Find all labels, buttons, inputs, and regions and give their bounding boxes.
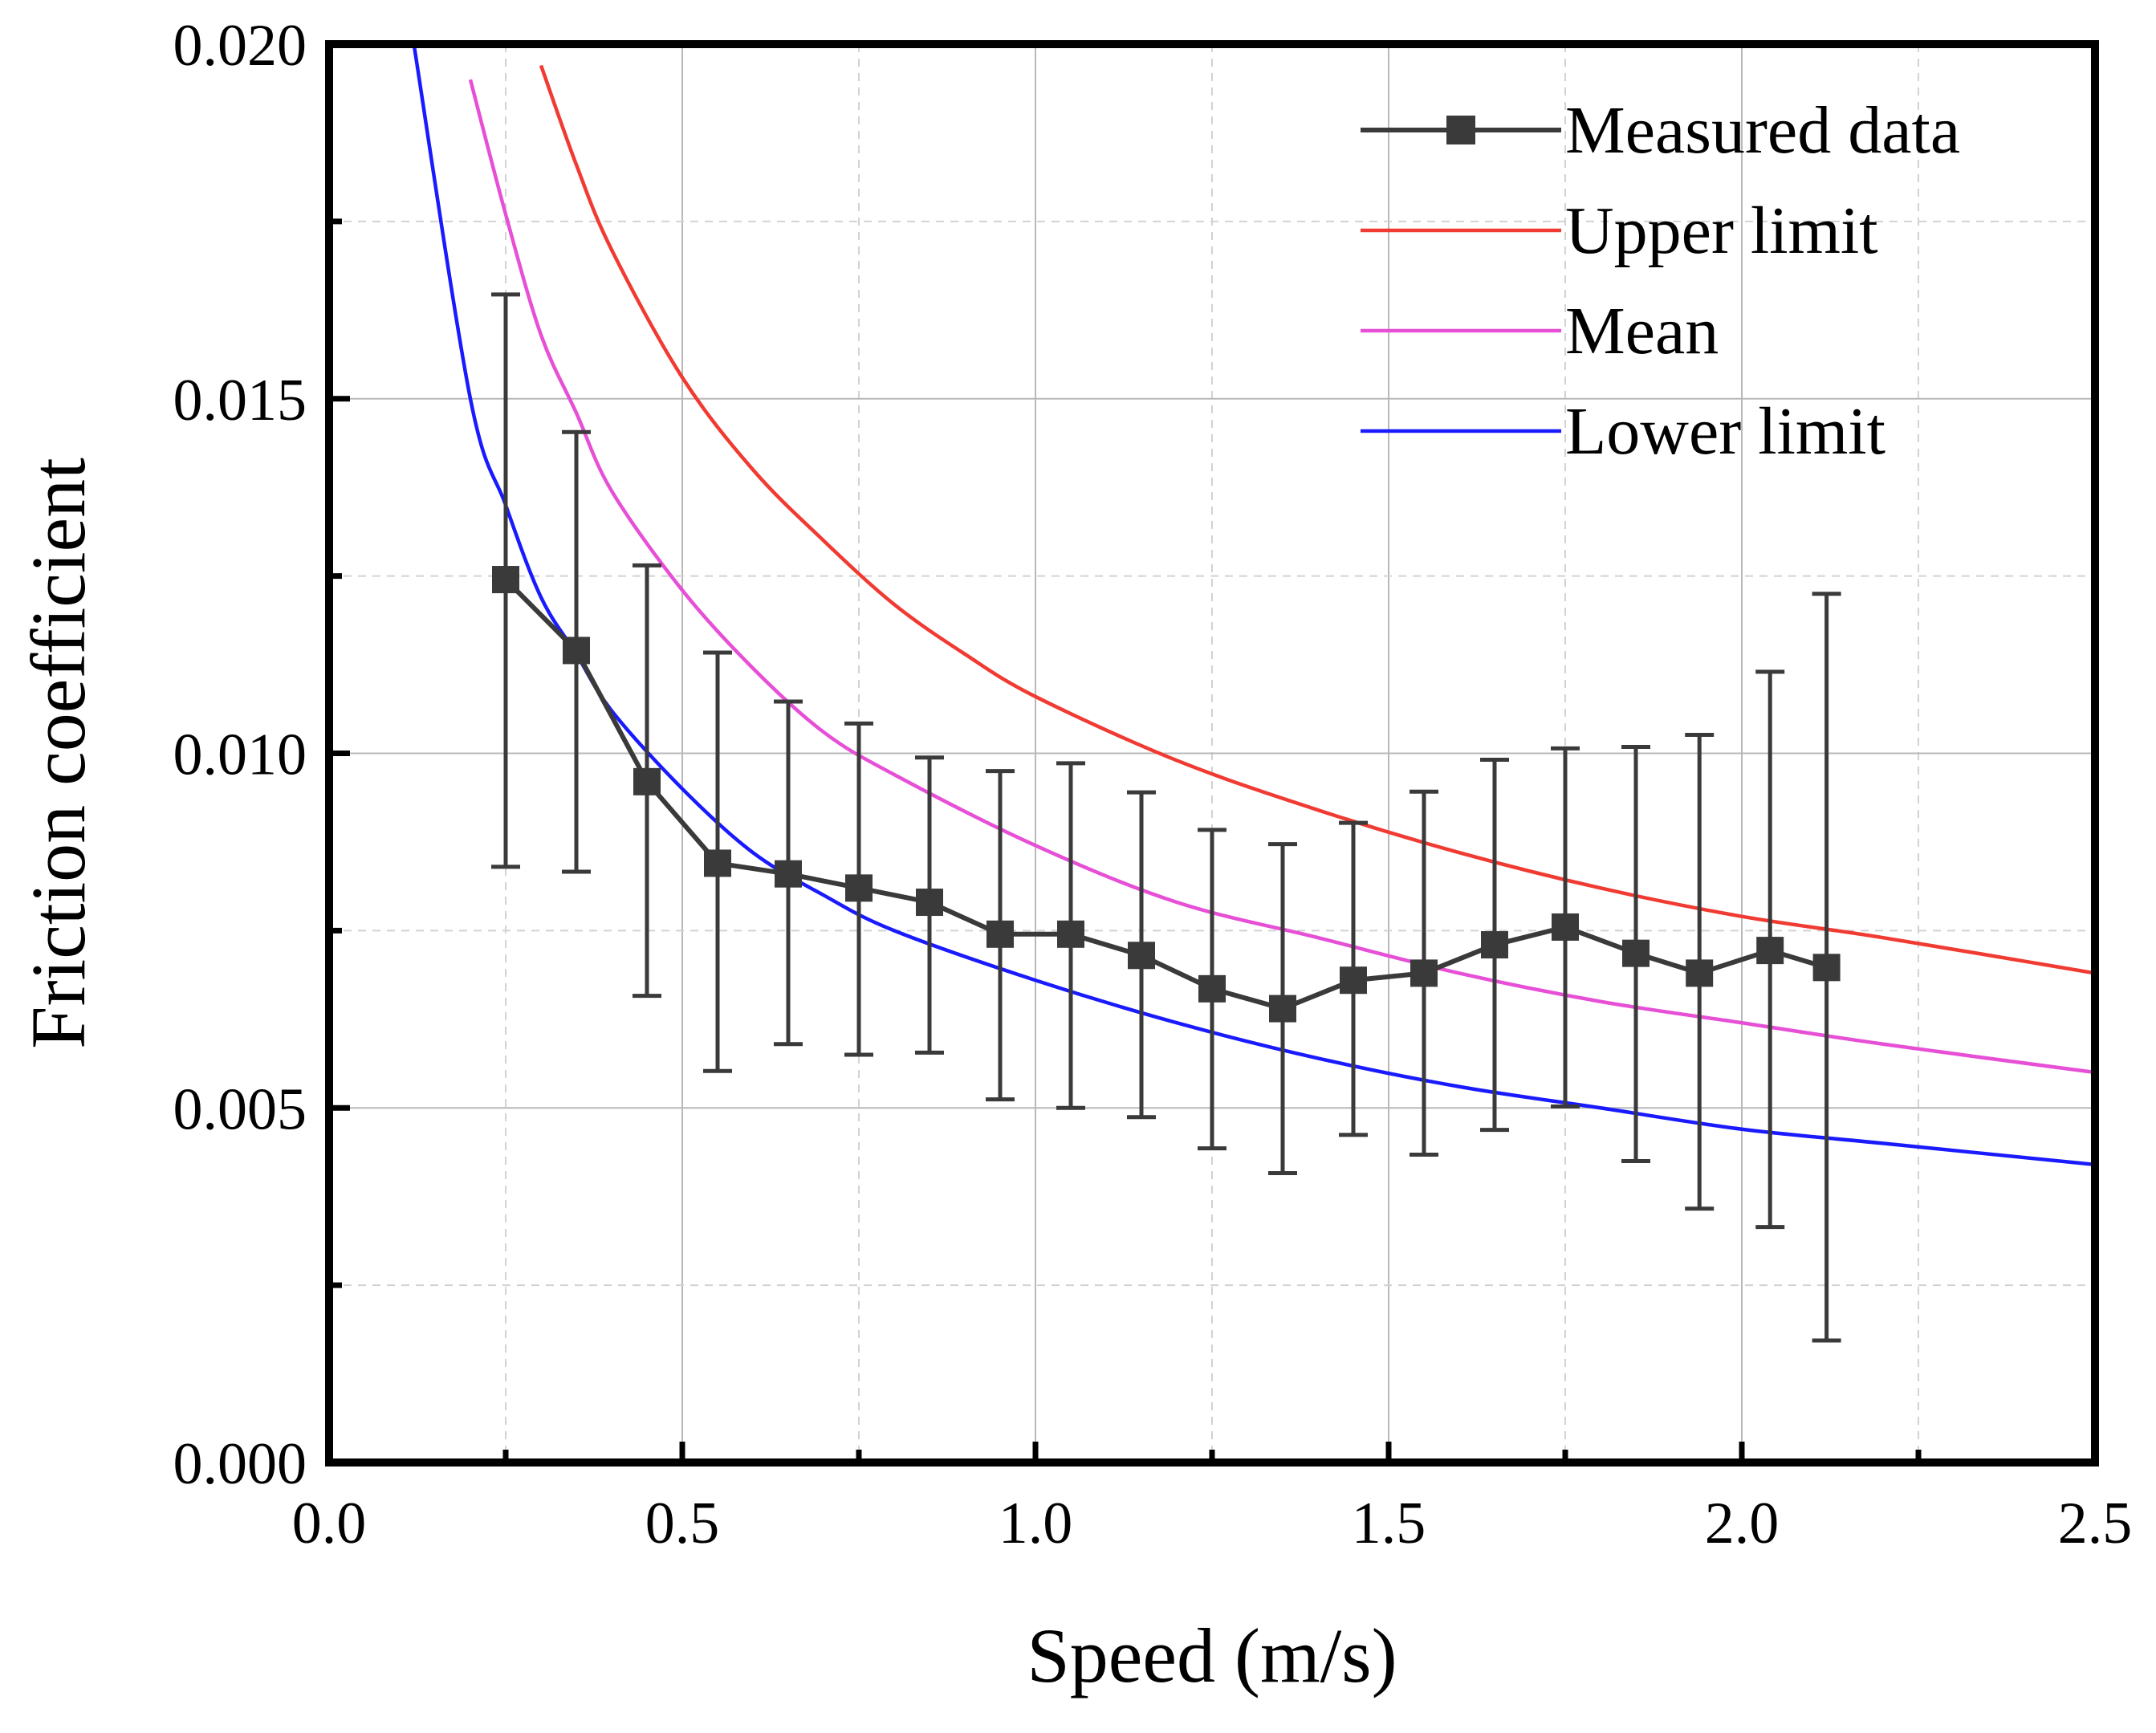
measured-data-point — [916, 889, 943, 917]
measured-data-point — [1756, 937, 1784, 965]
x-tick-label: 2.0 — [1705, 1491, 1780, 1556]
series-layer — [412, 44, 2095, 1167]
measured-data-point — [775, 860, 802, 888]
series-upper-limit-line — [539, 64, 2095, 975]
measured-data-point — [845, 874, 873, 902]
y-tick-label: 0.020 — [173, 13, 307, 79]
ticks — [329, 218, 1922, 1462]
x-tick-label: 2.5 — [2058, 1491, 2133, 1556]
x-tick-label: 0.0 — [292, 1491, 367, 1556]
legend-label: Lower limit — [1565, 394, 1885, 469]
measured-data-point — [1622, 939, 1650, 967]
legend-item: Lower limit — [1361, 394, 1885, 469]
series-mean-line — [468, 79, 2095, 1075]
y-tick-label: 0.010 — [173, 722, 307, 788]
measured-data-point — [563, 637, 590, 665]
legend-swatch-marker — [1446, 116, 1475, 144]
measured-data-point — [1198, 974, 1226, 1003]
x-tick-labels: 0.0 0.5 1.0 1.5 2.0 2.5 — [292, 1491, 2133, 1556]
legend-label: Measured data — [1565, 93, 1960, 168]
legend: Measured data Upper limit Mean Lower limit — [1361, 93, 1960, 469]
x-tick-label: 1.5 — [1352, 1491, 1426, 1556]
y-tick-label: 0.015 — [173, 368, 307, 433]
measured-data-point — [704, 849, 731, 877]
y-axis-title: Friction coefficient — [15, 458, 101, 1049]
y-tick-label: 0.005 — [173, 1076, 307, 1142]
legend-item: Upper limit — [1361, 193, 1878, 268]
measured-data-point — [1128, 942, 1155, 970]
x-tick-label: 0.5 — [645, 1491, 720, 1556]
measured-data-point — [1686, 959, 1714, 987]
y-tick-labels: 0.000 0.005 0.010 0.015 0.020 — [173, 13, 307, 1497]
x-axis-title: Speed (m/s) — [1027, 1613, 1397, 1698]
x-tick-label: 1.0 — [999, 1491, 1073, 1556]
measured-data-point — [1340, 966, 1367, 995]
measured-data-point — [986, 920, 1014, 948]
measured-data-point — [492, 566, 519, 594]
measured-data-point — [1410, 959, 1438, 987]
measured-layer — [491, 292, 1841, 1343]
legend-item: Mean — [1361, 294, 1719, 368]
legend-label: Upper limit — [1565, 193, 1878, 268]
y-tick-label: 0.000 — [173, 1431, 307, 1497]
measured-data-point — [1552, 913, 1579, 941]
measured-data-point — [1269, 995, 1296, 1023]
measured-data-point — [1481, 931, 1508, 959]
legend-item: Measured data — [1361, 93, 1960, 168]
legend-label: Mean — [1565, 294, 1719, 368]
measured-data-point — [633, 767, 661, 795]
measured-data-point — [1812, 954, 1841, 982]
measured-data-point — [1057, 920, 1084, 948]
series-lower-limit-line — [412, 44, 2095, 1167]
